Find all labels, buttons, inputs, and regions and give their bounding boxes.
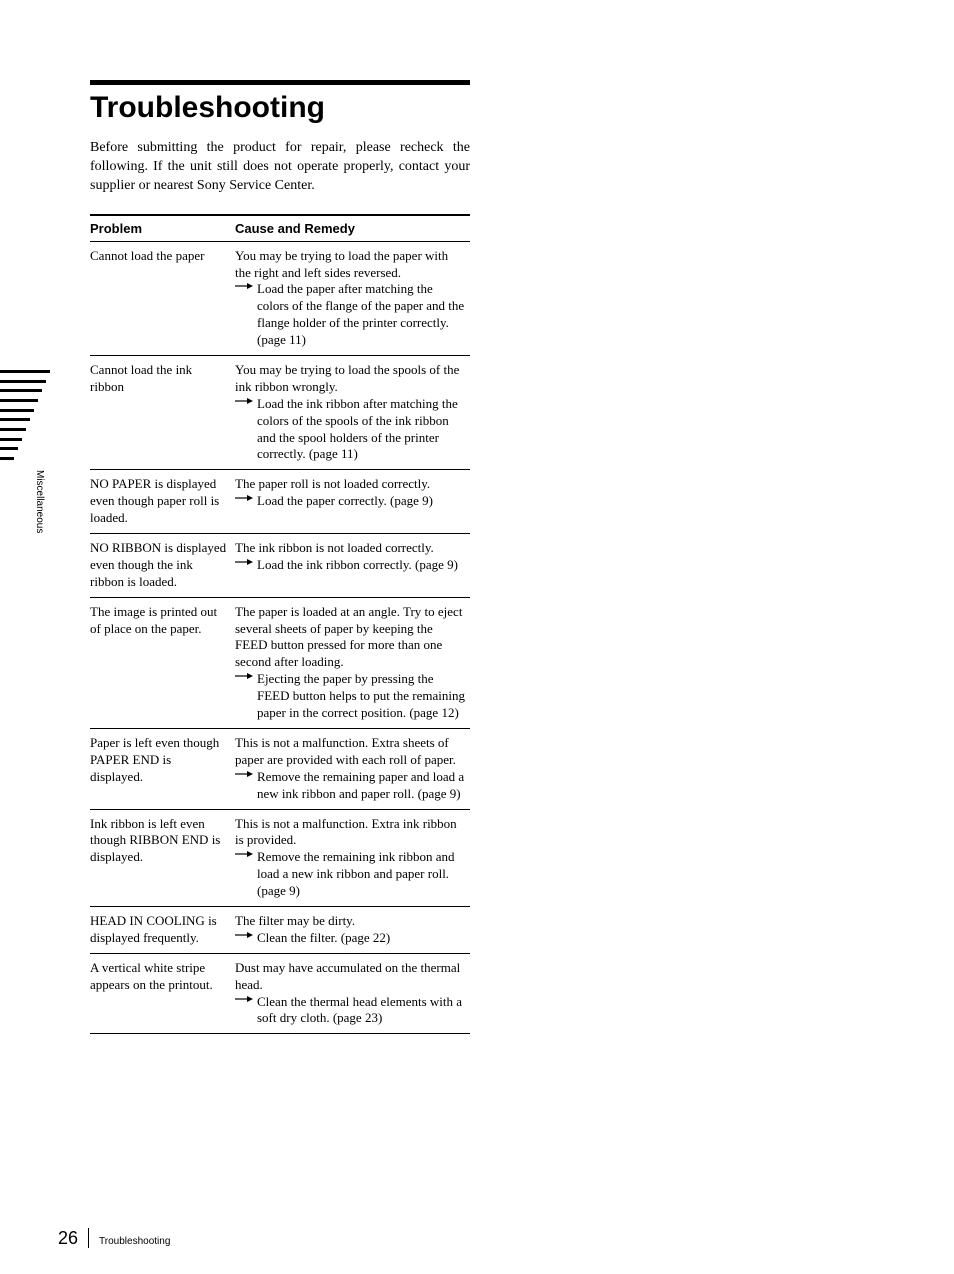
remedy-text: Remove the remaining ink ribbon and load… [257, 849, 466, 900]
problem-cell: NO PAPER is displayed even though paper … [90, 470, 235, 534]
problem-cell: HEAD IN COOLING is displayed frequently. [90, 906, 235, 953]
remedy-text: Load the paper after matching the colors… [257, 281, 466, 349]
table-row: Ink ribbon is left even though RIBBON EN… [90, 809, 470, 906]
arrow-icon [235, 396, 255, 464]
side-decoration [0, 370, 50, 460]
table-row: NO RIBBON is displayed even though the i… [90, 534, 470, 598]
cause-text: The filter may be dirty. [235, 913, 466, 930]
remedy-cell: The paper is loaded at an angle. Try to … [235, 597, 470, 728]
problem-cell: Ink ribbon is left even though RIBBON EN… [90, 809, 235, 906]
remedy-text: Load the ink ribbon after matching the c… [257, 396, 466, 464]
footer-divider [88, 1228, 89, 1248]
problem-cell: The image is printed out of place on the… [90, 597, 235, 728]
table-row: Cannot load the paperYou may be trying t… [90, 241, 470, 355]
remedy-cell: This is not a malfunction. Extra ink rib… [235, 809, 470, 906]
remedy-cell: You may be trying to load the spools of … [235, 356, 470, 470]
page-footer: 26 Troubleshooting [58, 1228, 170, 1249]
arrow-icon [235, 671, 255, 722]
remedy-text: Load the ink ribbon correctly. (page 9) [257, 557, 466, 574]
side-section-label: Miscellaneous [34, 470, 45, 533]
remedy-line: Ejecting the paper by pressing the FEED … [235, 671, 466, 722]
remedy-line: Load the ink ribbon after matching the c… [235, 396, 466, 464]
problem-cell: NO RIBBON is displayed even though the i… [90, 534, 235, 598]
table-header-remedy: Cause and Remedy [235, 215, 470, 242]
remedy-line: Load the paper after matching the colors… [235, 281, 466, 349]
problem-cell: Cannot load the paper [90, 241, 235, 355]
arrow-icon [235, 493, 255, 510]
remedy-line: Remove the remaining ink ribbon and load… [235, 849, 466, 900]
remedy-cell: Dust may have accumulated on the thermal… [235, 953, 470, 1034]
remedy-line: Clean the thermal head elements with a s… [235, 994, 466, 1028]
page-content: Troubleshooting Before submitting the pr… [90, 80, 470, 1034]
remedy-text: Remove the remaining paper and load a ne… [257, 769, 466, 803]
footer-section-title: Troubleshooting [99, 1236, 170, 1247]
table-header-problem: Problem [90, 215, 235, 242]
remedy-line: Load the ink ribbon correctly. (page 9) [235, 557, 466, 574]
cause-text: The paper roll is not loaded correctly. [235, 476, 466, 493]
remedy-text: Clean the filter. (page 22) [257, 930, 466, 947]
remedy-text: Ejecting the paper by pressing the FEED … [257, 671, 466, 722]
cause-text: You may be trying to load the spools of … [235, 362, 466, 396]
remedy-text: Load the paper correctly. (page 9) [257, 493, 466, 510]
arrow-icon [235, 930, 255, 947]
intro-paragraph: Before submitting the product for repair… [90, 139, 470, 196]
cause-text: You may be trying to load the paper with… [235, 248, 466, 282]
remedy-cell: The ink ribbon is not loaded correctly.L… [235, 534, 470, 598]
problem-cell: Paper is left even though PAPER END is d… [90, 728, 235, 809]
remedy-line: Remove the remaining paper and load a ne… [235, 769, 466, 803]
problem-cell: A vertical white stripe appears on the p… [90, 953, 235, 1034]
table-row: A vertical white stripe appears on the p… [90, 953, 470, 1034]
cause-text: The ink ribbon is not loaded correctly. [235, 540, 466, 557]
remedy-cell: The paper roll is not loaded correctly.L… [235, 470, 470, 534]
cause-text: The paper is loaded at an angle. Try to … [235, 604, 466, 672]
arrow-icon [235, 769, 255, 803]
remedy-cell: This is not a malfunction. Extra sheets … [235, 728, 470, 809]
table-row: HEAD IN COOLING is displayed frequently.… [90, 906, 470, 953]
remedy-line: Clean the filter. (page 22) [235, 930, 466, 947]
cause-text: Dust may have accumulated on the thermal… [235, 960, 466, 994]
arrow-icon [235, 557, 255, 574]
page-title: Troubleshooting [90, 91, 470, 125]
page-number: 26 [58, 1228, 78, 1249]
table-row: The image is printed out of place on the… [90, 597, 470, 728]
problem-cell: Cannot load the ink ribbon [90, 356, 235, 470]
arrow-icon [235, 849, 255, 900]
arrow-icon [235, 281, 255, 349]
table-row: Cannot load the ink ribbonYou may be try… [90, 356, 470, 470]
table-row: Paper is left even though PAPER END is d… [90, 728, 470, 809]
remedy-cell: You may be trying to load the paper with… [235, 241, 470, 355]
table-row: NO PAPER is displayed even though paper … [90, 470, 470, 534]
remedy-line: Load the paper correctly. (page 9) [235, 493, 466, 510]
cause-text: This is not a malfunction. Extra sheets … [235, 735, 466, 769]
cause-text: This is not a malfunction. Extra ink rib… [235, 816, 466, 850]
remedy-text: Clean the thermal head elements with a s… [257, 994, 466, 1028]
troubleshooting-table: Problem Cause and Remedy Cannot load the… [90, 214, 470, 1035]
title-rule [90, 80, 470, 85]
arrow-icon [235, 994, 255, 1028]
remedy-cell: The filter may be dirty.Clean the filter… [235, 906, 470, 953]
